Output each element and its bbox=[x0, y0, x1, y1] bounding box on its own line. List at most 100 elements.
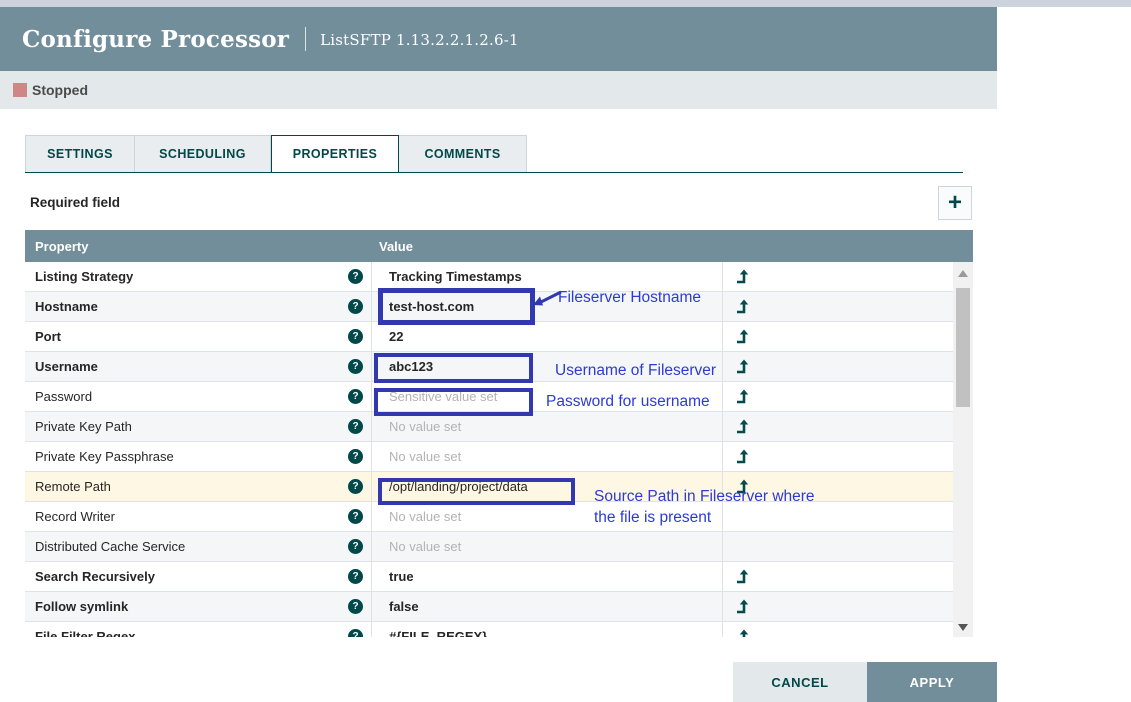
column-header-property: Property bbox=[35, 238, 89, 254]
column-header-value: Value bbox=[379, 238, 413, 254]
property-value: #{FILE_REGEX} bbox=[389, 629, 488, 637]
property-value: Sensitive value set bbox=[389, 389, 498, 404]
help-question-icon[interactable]: ? bbox=[348, 629, 363, 637]
scrollbar-down-arrow-icon[interactable] bbox=[958, 624, 968, 631]
property-value: Tracking Timestamps bbox=[389, 269, 522, 284]
dialog-tabbar: SETTINGS SCHEDULING PROPERTIES COMMENTS bbox=[25, 135, 963, 173]
goto-arrow-icon[interactable] bbox=[736, 359, 749, 374]
property-value: 22 bbox=[389, 329, 404, 344]
table-body: Listing Strategy ? Tracking Timestamps H… bbox=[25, 262, 973, 637]
goto-arrow-icon[interactable] bbox=[736, 599, 749, 614]
help-question-icon[interactable]: ? bbox=[348, 359, 363, 374]
dialog-title: Configure Processor bbox=[22, 25, 290, 53]
goto-arrow-icon[interactable] bbox=[736, 569, 749, 584]
property-name: Listing Strategy bbox=[35, 269, 134, 284]
scrollbar-thumb[interactable] bbox=[956, 288, 970, 407]
goto-arrow-icon[interactable] bbox=[736, 329, 749, 344]
help-question-icon[interactable]: ? bbox=[348, 419, 363, 434]
add-property-button[interactable]: + bbox=[938, 186, 972, 220]
property-value-cell[interactable]: abc123 bbox=[371, 352, 722, 381]
table-row: Username ? abc123 bbox=[25, 352, 953, 382]
table-row: Private Key Path ? No value set bbox=[25, 412, 953, 442]
help-question-icon[interactable]: ? bbox=[348, 329, 363, 344]
goto-arrow-icon[interactable] bbox=[736, 299, 749, 314]
property-value-cell[interactable]: No value set bbox=[371, 412, 722, 441]
help-question-icon[interactable]: ? bbox=[348, 479, 363, 494]
property-value-cell[interactable]: No value set bbox=[371, 502, 722, 531]
property-value-cell[interactable]: Tracking Timestamps bbox=[371, 262, 722, 291]
property-name: Private Key Path bbox=[35, 419, 132, 434]
table-row: Password ? Sensitive value set bbox=[25, 382, 953, 412]
property-value: abc123 bbox=[389, 359, 434, 374]
property-value-cell[interactable]: #{FILE_REGEX} bbox=[371, 622, 722, 637]
property-name: Remote Path bbox=[35, 479, 111, 494]
table-row: File Filter Regex ? #{FILE_REGEX} bbox=[25, 622, 953, 637]
property-value-cell[interactable]: false bbox=[371, 592, 722, 621]
property-value-cell[interactable]: Sensitive value set bbox=[371, 382, 722, 411]
property-value-cell[interactable]: true bbox=[371, 562, 722, 591]
stopped-square-icon bbox=[13, 83, 27, 97]
table-header-row: Property Value bbox=[25, 230, 973, 262]
property-value: test-host.com bbox=[389, 299, 475, 314]
tab-properties[interactable]: PROPERTIES bbox=[271, 135, 399, 173]
property-name: Private Key Passphrase bbox=[35, 449, 174, 464]
goto-arrow-icon[interactable] bbox=[736, 479, 749, 494]
property-value-cell[interactable]: No value set bbox=[371, 442, 722, 471]
goto-arrow-icon[interactable] bbox=[736, 419, 749, 434]
table-scrollbar[interactable] bbox=[953, 262, 973, 637]
property-value: false bbox=[389, 599, 419, 614]
property-name: Record Writer bbox=[35, 509, 115, 524]
title-divider bbox=[305, 27, 307, 51]
page-top-strip bbox=[0, 0, 1131, 7]
property-name: Port bbox=[35, 329, 61, 344]
table-row: Follow symlink ? false bbox=[25, 592, 953, 622]
help-question-icon[interactable]: ? bbox=[348, 599, 363, 614]
property-value: No value set bbox=[389, 419, 462, 434]
property-value: /opt/landing/project/data bbox=[389, 479, 528, 494]
property-value: No value set bbox=[389, 449, 462, 464]
goto-arrow-icon[interactable] bbox=[736, 269, 749, 284]
table-row: Listing Strategy ? Tracking Timestamps bbox=[25, 262, 953, 292]
property-value: true bbox=[389, 569, 414, 584]
table-row: Distributed Cache Service ? No value set bbox=[25, 532, 953, 562]
help-question-icon[interactable]: ? bbox=[348, 539, 363, 554]
cancel-button[interactable]: CANCEL bbox=[733, 662, 867, 702]
goto-arrow-icon[interactable] bbox=[736, 449, 749, 464]
table-row: Remote Path ? /opt/landing/project/data bbox=[25, 472, 953, 502]
processor-type-version: ListSFTP 1.13.2.2.1.2.6-1 bbox=[320, 31, 519, 49]
apply-button[interactable]: APPLY bbox=[867, 662, 997, 702]
table-row: Search Recursively ? true bbox=[25, 562, 953, 592]
property-value-cell[interactable]: 22 bbox=[371, 322, 722, 351]
help-question-icon[interactable]: ? bbox=[348, 389, 363, 404]
property-value: No value set bbox=[389, 509, 462, 524]
table-row: Hostname ? test-host.com bbox=[25, 292, 953, 322]
help-question-icon[interactable]: ? bbox=[348, 509, 363, 524]
property-name: Follow symlink bbox=[35, 599, 129, 614]
table-row: Private Key Passphrase ? No value set bbox=[25, 442, 953, 472]
tab-comments[interactable]: COMMENTS bbox=[399, 135, 527, 172]
scrollbar-up-arrow-icon[interactable] bbox=[958, 270, 968, 277]
processor-status-bar: Stopped bbox=[0, 71, 997, 109]
property-name: Hostname bbox=[35, 299, 98, 314]
property-value-cell[interactable]: No value set bbox=[371, 532, 722, 561]
help-question-icon[interactable]: ? bbox=[348, 269, 363, 284]
goto-arrow-icon[interactable] bbox=[736, 629, 749, 637]
property-name: File Filter Regex bbox=[35, 629, 136, 637]
help-question-icon[interactable]: ? bbox=[348, 449, 363, 464]
plus-icon: + bbox=[947, 189, 962, 216]
property-value-cell[interactable]: /opt/landing/project/data bbox=[371, 472, 722, 501]
property-name: Password bbox=[35, 389, 93, 404]
required-field-label: Required field bbox=[30, 195, 121, 210]
properties-table: Property Value Listing Strategy ? Tracki… bbox=[25, 230, 973, 637]
help-question-icon[interactable]: ? bbox=[348, 569, 363, 584]
property-value-cell[interactable]: test-host.com bbox=[371, 292, 722, 321]
property-name: Distributed Cache Service bbox=[35, 539, 186, 554]
property-name: Search Recursively bbox=[35, 569, 155, 584]
table-row: Record Writer ? No value set bbox=[25, 502, 953, 532]
table-row: Port ? 22 bbox=[25, 322, 953, 352]
property-value: No value set bbox=[389, 539, 462, 554]
tab-settings[interactable]: SETTINGS bbox=[25, 135, 135, 172]
goto-arrow-icon[interactable] bbox=[736, 389, 749, 404]
help-question-icon[interactable]: ? bbox=[348, 299, 363, 314]
tab-scheduling[interactable]: SCHEDULING bbox=[135, 135, 271, 172]
